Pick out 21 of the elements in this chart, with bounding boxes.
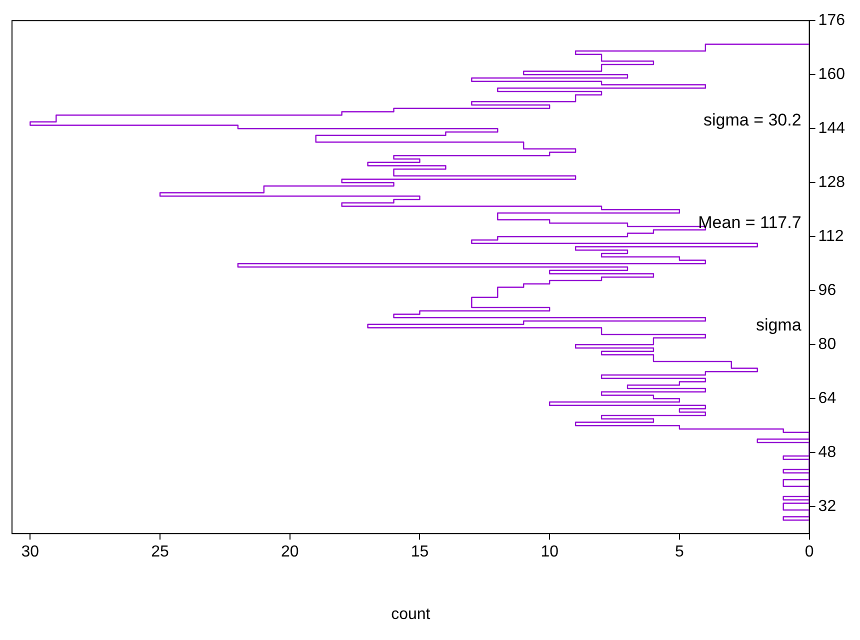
annotation: Mean = 117.7 bbox=[698, 212, 802, 232]
y-tick-label: 96 bbox=[818, 282, 836, 300]
x-tick-label: 10 bbox=[540, 544, 559, 561]
x-tick-label: 0 bbox=[804, 544, 814, 561]
y-tick-label: 176 bbox=[818, 12, 846, 30]
y-tick-label: 112 bbox=[818, 228, 844, 246]
annotation: sigma = 30.2 bbox=[703, 110, 802, 130]
y-tick-label: 32 bbox=[818, 498, 836, 516]
x-axis-title: count bbox=[391, 606, 431, 623]
annotation: sigma bbox=[756, 316, 802, 335]
y-tick-label: 48 bbox=[818, 444, 836, 462]
x-tick-label: 5 bbox=[674, 544, 684, 561]
y-tick-label: 144 bbox=[818, 120, 846, 138]
y-tick-label: 80 bbox=[818, 336, 836, 354]
x-tick-label: 30 bbox=[21, 544, 40, 561]
y-tick-label: 128 bbox=[818, 174, 846, 192]
x-tick-label: 15 bbox=[410, 544, 429, 561]
x-tick-label: 25 bbox=[151, 544, 170, 561]
y-tick-label: 64 bbox=[818, 390, 836, 408]
x-tick-label: 20 bbox=[280, 544, 299, 561]
y-tick-label: 160 bbox=[818, 66, 846, 84]
